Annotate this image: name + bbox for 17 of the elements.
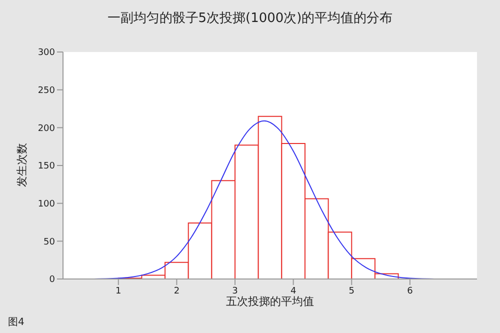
- x-tick-label: 5: [348, 286, 354, 296]
- y-tick-label: 50: [44, 237, 56, 248]
- y-tick-label: 200: [38, 124, 56, 134]
- y-tick-label: 300: [38, 48, 56, 58]
- y-tick-label: 150: [38, 162, 56, 172]
- x-axis-title: 五次投掷的平均值: [226, 295, 314, 308]
- chart-title: 一副均匀的骰子5次投掷(1000次)的平均值的分布: [106, 10, 394, 27]
- x-tick-label: 2: [174, 286, 180, 296]
- y-tick-label: 100: [38, 200, 56, 210]
- x-tick-label: 4: [290, 286, 296, 296]
- caption: 图4: [8, 316, 24, 329]
- x-tick-label: 1: [116, 286, 122, 296]
- y-tick-label: 250: [38, 86, 56, 96]
- y-axis-title: 发生次数: [14, 143, 30, 187]
- x-tick-label: 3: [232, 286, 238, 296]
- x-tick-label: 6: [407, 286, 414, 296]
- y-tick-label: 0: [49, 275, 56, 286]
